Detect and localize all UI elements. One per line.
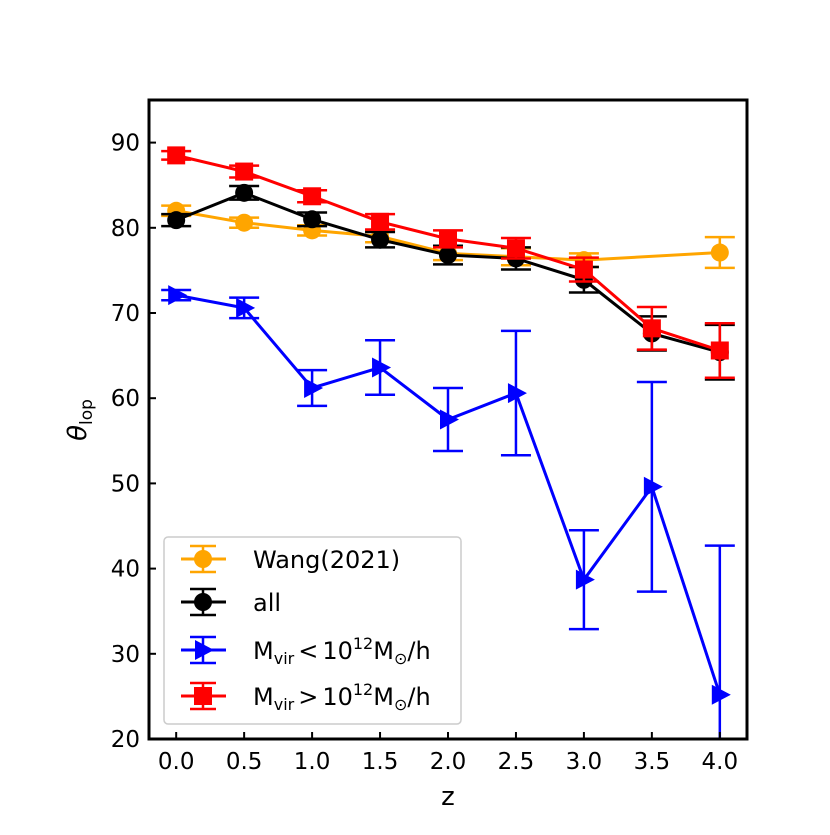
x-tick-label: 4.0 [702, 749, 739, 775]
x-tick-label: 1.0 [294, 749, 331, 775]
data-point [711, 684, 731, 705]
y-tick-label: 30 [111, 642, 140, 668]
data-point [303, 187, 322, 206]
data-point [167, 146, 186, 165]
data-point [642, 319, 661, 338]
legend-entry-wang: Wang(2021) [181, 544, 400, 574]
data-point [643, 476, 663, 497]
legend-marker [194, 593, 212, 611]
data-point [440, 409, 459, 430]
series-2 [161, 285, 735, 739]
x-axis-label: z [441, 782, 455, 812]
legend-label-wang: Wang(2021) [253, 546, 400, 574]
data-point [372, 357, 392, 378]
data-point [236, 297, 256, 318]
ticks-layer: 0.0 0.5 1.0 1.5 2.0 2.5 3.0 3.5 4.0 20 30 40 50 60 70 8… [111, 131, 738, 775]
y-tick-label: 80 [111, 216, 140, 242]
legend-marker [194, 687, 212, 705]
series-layer [161, 146, 735, 739]
y-axis-label-subscript: lop [77, 399, 97, 425]
data-point [304, 377, 324, 398]
data-point [235, 183, 254, 202]
y-tick-label: 60 [111, 386, 140, 412]
x-tick-label: 2.5 [498, 749, 535, 775]
legend-handle-high-mass [181, 681, 226, 711]
y-tick-label: 90 [111, 131, 140, 157]
y-tick-label: 50 [111, 471, 140, 497]
x-tick-label: 0.5 [226, 749, 263, 775]
legend-frame [163, 536, 462, 725]
data-point [439, 246, 457, 265]
x-tick-label: 1.5 [362, 749, 399, 775]
legend-entry-high-mass: Mvir >1012M⊙/h [181, 680, 431, 714]
data-point [574, 260, 593, 279]
data-point [303, 210, 322, 229]
data-point [439, 229, 457, 248]
x-tick-label: 3.0 [566, 749, 603, 775]
legend-handle-all [181, 587, 226, 617]
data-point [575, 569, 595, 590]
legend-label-high-mass: Mvir >1012M⊙/h [253, 680, 431, 714]
x-tick-label: 0.0 [158, 749, 195, 775]
y-tick-label: 70 [111, 301, 140, 327]
data-point [167, 211, 186, 230]
data-point [506, 239, 525, 258]
legend: Wang(2021) all Mvir <1012M⊙/h Mvir >1012M⊙… [163, 536, 462, 725]
legend-entry-low-mass: Mvir <1012M⊙/h [181, 634, 431, 668]
data-point [710, 341, 729, 360]
legend-handle-low-mass [181, 635, 226, 665]
y-tick-label: 40 [111, 557, 140, 583]
legend-handle-wang [181, 544, 226, 574]
data-point [235, 162, 254, 181]
x-tick-label: 3.5 [634, 749, 671, 775]
y-axis-label: θlop [63, 399, 97, 441]
data-point [235, 213, 254, 232]
data-point [507, 383, 527, 404]
data-point [371, 230, 390, 249]
data-point [371, 212, 390, 231]
data-point [168, 285, 188, 306]
legend-label-low-mass: Mvir <1012M⊙/h [253, 634, 431, 668]
legend-marker [195, 640, 214, 660]
legend-entry-all: all [181, 587, 281, 617]
series-3 [161, 146, 735, 380]
legend-marker [194, 550, 212, 568]
y-tick-label: 20 [111, 727, 140, 753]
y-axis-label-symbol: θ [63, 425, 93, 441]
data-point [710, 243, 729, 262]
legend-label-all: all [253, 589, 281, 617]
series-line [175, 209, 720, 262]
x-tick-label: 2.0 [430, 749, 467, 775]
